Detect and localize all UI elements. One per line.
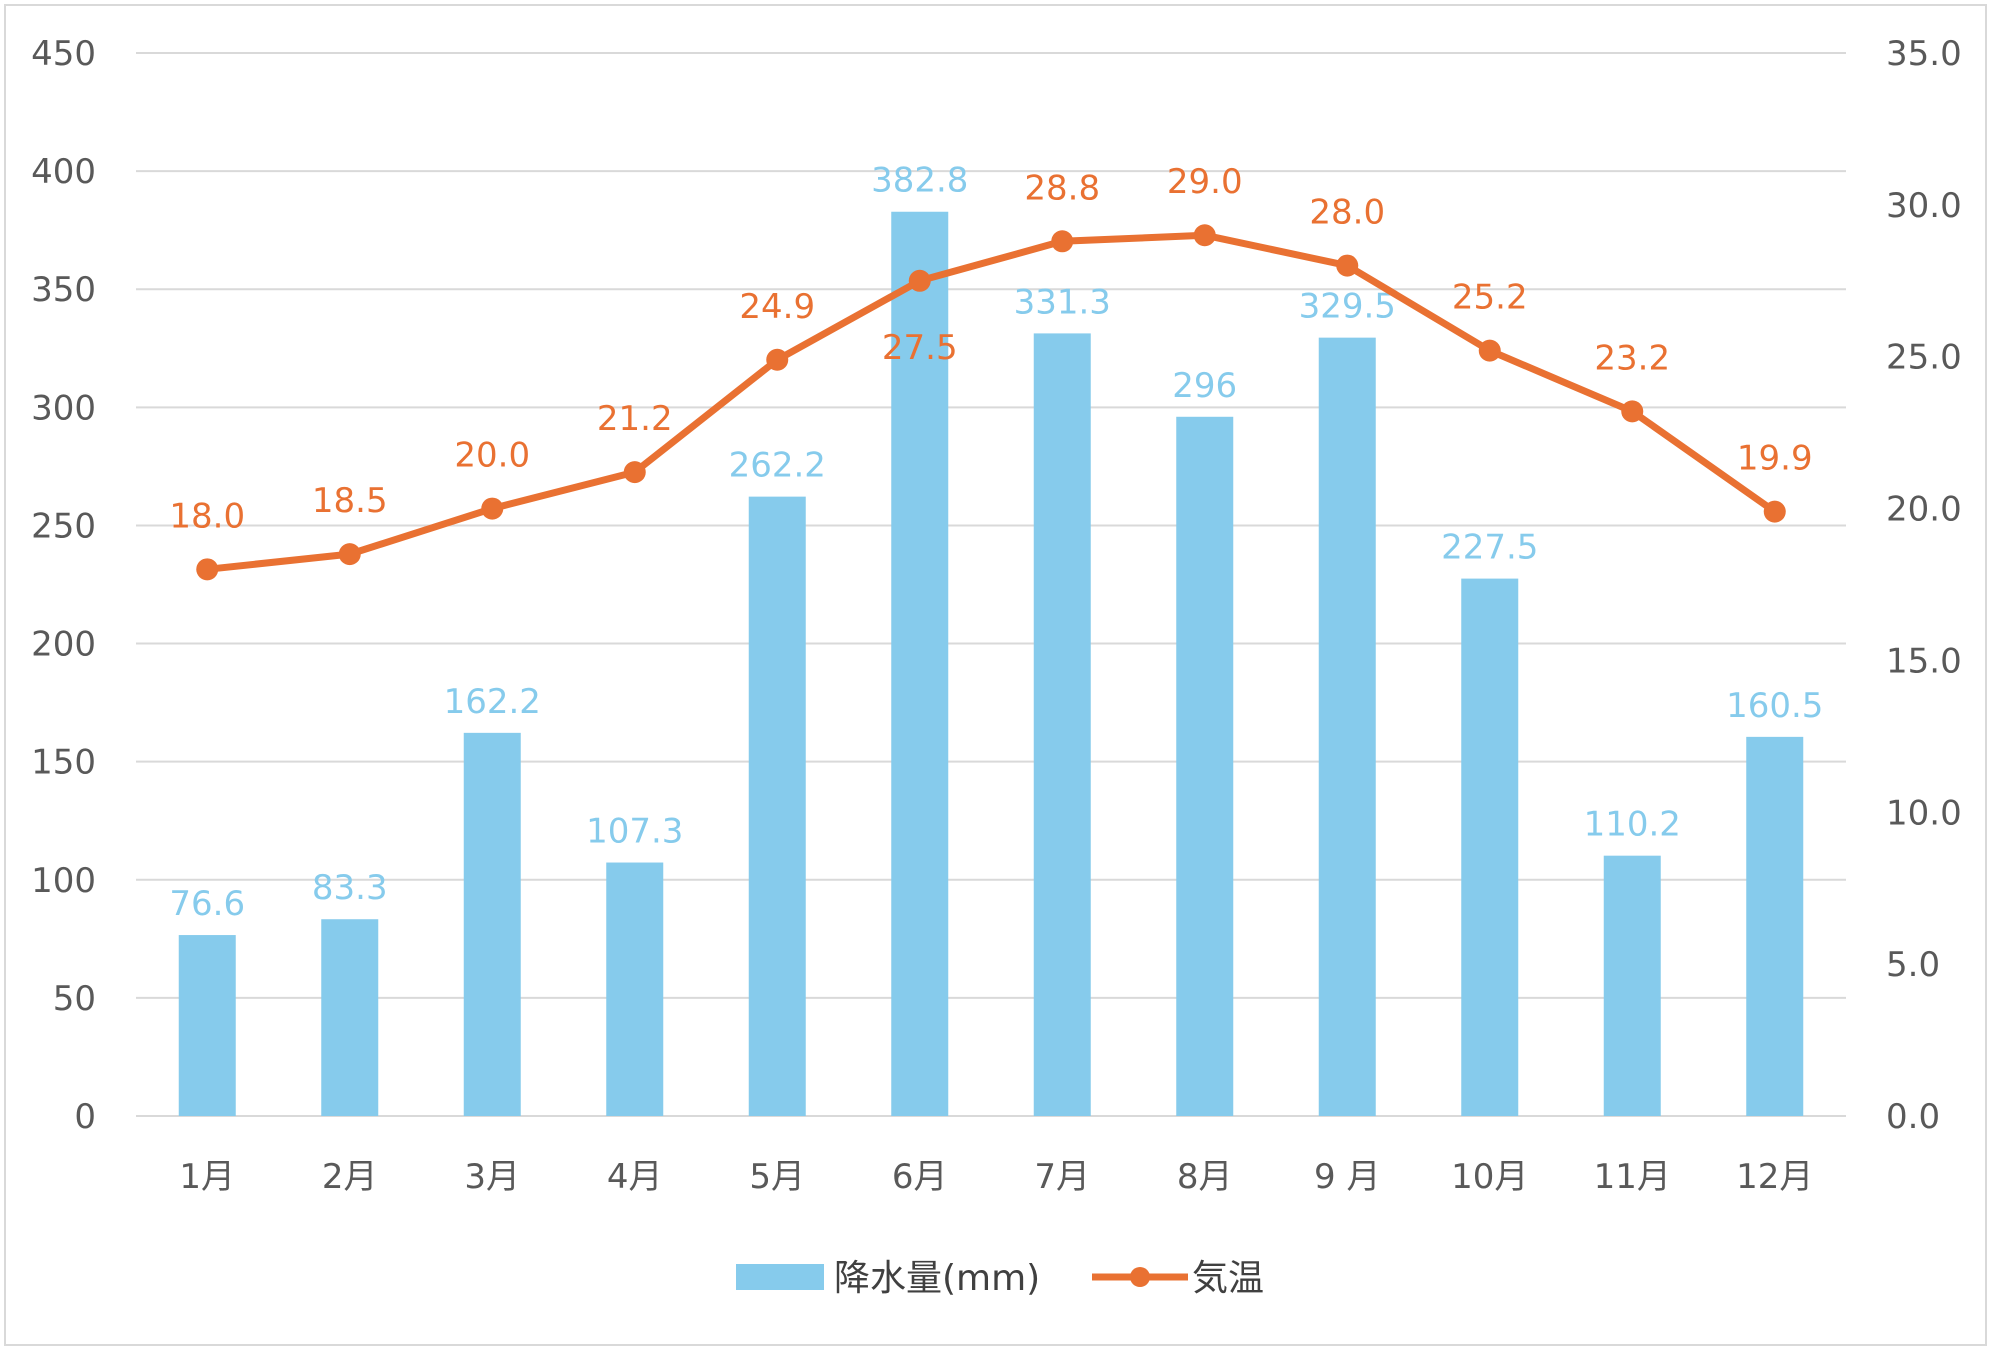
rainfall-bar	[178, 935, 236, 1116]
right-axis-tick-label: 25.0	[1886, 338, 1962, 378]
rainfall-bar	[1033, 333, 1091, 1117]
right-axis-ticks: 0.0 5.0 10.0 15.0 20.0 25.0 30.0 35.0	[1886, 34, 1962, 1137]
temperature-point	[338, 543, 361, 566]
temperature-data-label: 29.0	[1167, 162, 1243, 202]
left-axis-tick-label: 450	[31, 34, 96, 74]
rainfall-bar	[1746, 736, 1804, 1116]
temperature-data-label: 20.0	[454, 436, 530, 476]
temperature-point	[1621, 400, 1644, 423]
category-labels: 1月 2月 3月 4月 5月 6月 7月 8月 9 月 10月 11月 12月	[179, 1157, 1813, 1197]
legend-temperature-label: 気温	[1192, 1258, 1264, 1299]
temperature-point	[1763, 500, 1786, 523]
temperature-data-labels: 18.0 18.5 20.0 21.2 24.9 27.5 28.8 29.0 28.0 25.2…	[169, 162, 1812, 536]
temperature-data-label: 18.5	[312, 481, 388, 521]
category-label: 2月	[322, 1157, 378, 1197]
rainfall-data-labels: 76.6 83.3 162.2 107.3 262.2 382.8 331.3 296 329.…	[169, 161, 1823, 924]
rainfall-bar	[1176, 416, 1234, 1116]
temperature-data-label: 19.9	[1737, 439, 1813, 479]
category-label: 11月	[1594, 1157, 1671, 1197]
temperature-point	[623, 461, 646, 484]
temperature-point	[1336, 254, 1359, 277]
rainfall-data-label: 331.3	[1014, 282, 1111, 322]
rainfall-data-label: 227.5	[1441, 528, 1538, 568]
category-label: 9 月	[1314, 1157, 1380, 1197]
temperature-line	[196, 224, 1786, 581]
category-label: 7月	[1034, 1157, 1090, 1197]
rainfall-data-label: 329.5	[1299, 287, 1396, 327]
category-label: 8月	[1177, 1157, 1233, 1197]
category-label: 1月	[179, 1157, 235, 1197]
category-label: 5月	[749, 1157, 805, 1197]
temperature-data-label: 21.2	[597, 399, 673, 439]
temperature-point	[1193, 224, 1216, 247]
legend: 降水量(mm) 気温	[736, 1258, 1264, 1299]
temperature-point	[1051, 230, 1074, 253]
rainfall-data-label: 110.2	[1584, 805, 1681, 845]
rainfall-data-label: 160.5	[1726, 686, 1823, 726]
rainfall-data-label: 107.3	[586, 812, 683, 852]
rainfall-data-label: 76.6	[169, 884, 245, 924]
temperature-data-label: 18.0	[169, 496, 245, 536]
left-axis-tick-label: 350	[31, 270, 96, 310]
gridlines	[136, 52, 1846, 1117]
temperature-point	[908, 269, 931, 292]
rainfall-bar	[463, 732, 521, 1116]
rainfall-bar	[1461, 578, 1519, 1116]
left-axis-tick-label: 250	[31, 506, 96, 546]
rainfall-data-label: 262.2	[729, 446, 826, 486]
left-axis-tick-label: 50	[53, 979, 96, 1019]
left-axis-tick-label: 200	[31, 625, 96, 665]
rainfall-data-label: 382.8	[871, 161, 968, 201]
rainfall-bar	[606, 862, 664, 1116]
right-axis-tick-label: 0.0	[1886, 1097, 1940, 1137]
chart-frame	[4, 4, 1987, 1346]
temperature-point	[1478, 339, 1501, 362]
left-axis-tick-label: 300	[31, 388, 96, 428]
legend-rainfall-swatch	[736, 1264, 824, 1290]
right-axis-tick-label: 5.0	[1886, 945, 1940, 985]
right-axis-tick-label: 10.0	[1886, 793, 1962, 833]
rainfall-bars	[178, 211, 1804, 1117]
rainfall-bar	[748, 496, 806, 1116]
right-axis-tick-label: 30.0	[1886, 186, 1962, 226]
left-axis-tick-label: 150	[31, 743, 96, 783]
category-label: 12月	[1736, 1157, 1813, 1197]
left-axis-tick-label: 0	[74, 1097, 96, 1137]
rainfall-bar	[1318, 337, 1376, 1116]
temperature-point	[481, 497, 504, 520]
right-axis-tick-label: 15.0	[1886, 641, 1962, 681]
left-axis-ticks: 0 50 100 150 200 250 300 350 400 450	[31, 34, 96, 1137]
temperature-data-label: 28.0	[1309, 193, 1385, 233]
left-axis-tick-label: 100	[31, 861, 96, 901]
temperature-point	[196, 558, 219, 581]
rainfall-data-label: 162.2	[444, 682, 541, 722]
right-axis-tick-label: 20.0	[1886, 490, 1962, 530]
rainfall-bar	[891, 211, 949, 1116]
right-axis-tick-label: 35.0	[1886, 34, 1962, 74]
temperature-data-label: 28.8	[1024, 168, 1100, 208]
rainfall-bar	[1603, 855, 1661, 1116]
category-label: 4月	[607, 1157, 663, 1197]
temperature-data-label: 27.5	[882, 328, 958, 368]
category-label: 3月	[464, 1157, 520, 1197]
temperature-point	[766, 348, 789, 371]
legend-temperature-marker	[1130, 1267, 1150, 1287]
temperature-data-label: 23.2	[1594, 338, 1670, 378]
legend-rainfall-label: 降水量(mm)	[834, 1258, 1040, 1299]
rainfall-data-label: 83.3	[312, 868, 388, 908]
category-label: 10月	[1451, 1157, 1528, 1197]
temperature-series-line	[203, 231, 1779, 573]
rainfall-data-label: 296	[1172, 366, 1237, 406]
category-label: 6月	[892, 1157, 948, 1197]
temperature-data-label: 24.9	[739, 287, 815, 327]
rainfall-bar	[321, 919, 379, 1116]
left-axis-tick-label: 400	[31, 152, 96, 192]
temperature-data-label: 25.2	[1452, 278, 1528, 318]
